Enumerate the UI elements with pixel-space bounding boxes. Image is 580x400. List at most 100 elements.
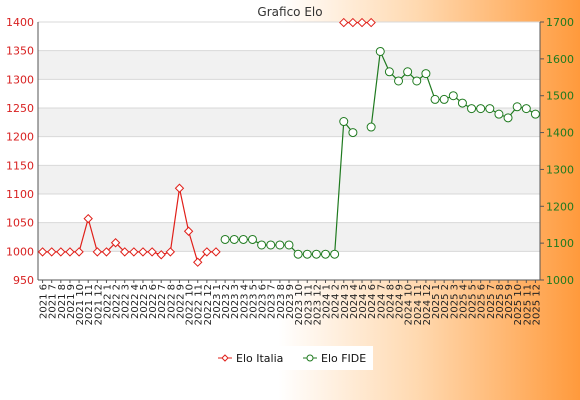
data-point [211,247,221,257]
data-point [37,247,48,257]
data-point [257,240,267,250]
plot-area [38,22,540,280]
data-point [357,17,367,28]
x-tick-label: 2022 3 [121,284,132,319]
data-point [202,247,212,257]
x-tick-label: 2024 10 [404,284,415,325]
data-point [46,247,57,257]
x-tick-label: 2024 12 [422,284,433,325]
x-tick-label: 2025 6 [477,284,488,319]
x-tick-label: 2021 7 [48,284,59,319]
data-point [229,234,239,244]
data-point [394,76,404,86]
right-axis: 1000 1100 1200 1300 1400 1500 1600 1700 [539,16,574,287]
x-tick-label: 2021 8 [57,284,68,319]
data-point [220,234,230,244]
x-tick-label: 2025 7 [486,284,497,319]
data-point [503,113,513,123]
left-axis: 950 1000 1050 1100 1150 1200 1250 1300 1350 1400 [6,16,39,287]
legend: Elo Italia Elo FIDE [210,346,373,370]
data-point [494,109,504,119]
data-point [247,234,257,244]
legend-label: Elo FIDE [321,352,366,365]
data-point [284,240,294,250]
x-tick-label: 2023 11 [303,284,314,325]
data-point [366,17,376,28]
x-tick-label: 2023 1 [212,284,223,319]
x-tick-label: 2024 6 [367,284,378,319]
x-tick-label: 2025 4 [458,284,469,319]
left-tick-label: 1400 [6,16,34,29]
x-tick-label: 2022 9 [175,284,186,319]
x-tick-label: 2023 5 [248,284,259,319]
data-point [101,247,112,257]
data-point [339,117,349,127]
x-tick-label: 2024 9 [395,284,406,319]
x-tick-label: 2023 10 [294,284,305,325]
x-tick-label: 2023 12 [312,284,323,325]
data-point [421,69,431,79]
series-layer [37,17,540,267]
left-tick-label: 1150 [6,159,34,172]
data-point [375,46,385,56]
data-point [293,249,303,259]
data-point [238,234,248,244]
x-tick-label: 2022 7 [157,284,168,319]
data-point [311,249,321,259]
x-tick-label: 2025 5 [468,284,479,319]
data-point [476,104,486,114]
right-tick-label: 1600 [546,53,574,66]
plot-band [38,165,540,194]
data-point [348,17,358,28]
x-tick-label: 2022 8 [166,284,177,319]
x-tick-label: 2025 12 [531,284,542,325]
data-point [65,247,75,257]
data-point [512,102,522,112]
x-tick-label: 2022 10 [185,284,196,325]
left-tick-label: 1350 [6,45,34,58]
plot-band [38,50,540,80]
x-tick-label: 2022 1 [102,284,113,319]
data-point [193,257,203,267]
x-tick-label: 2024 3 [340,284,351,319]
x-tick-label: 2025 1 [431,284,442,319]
data-point [56,247,66,257]
x-tick-label: 2024 11 [413,284,424,325]
legend-label: Elo Italia [236,352,283,365]
data-point [366,122,376,132]
x-tick-label: 2024 8 [385,284,396,319]
data-point [485,104,495,114]
data-point [457,98,467,108]
left-tick-label: 1250 [6,102,34,115]
right-tick-label: 1700 [546,16,574,29]
data-point [384,67,394,77]
left-tick-label: 1300 [6,73,34,86]
plot-band [38,108,540,137]
x-tick-label: 2022 12 [203,284,214,325]
x-tick-label: 2025 8 [495,284,506,319]
data-point [330,249,340,259]
right-tick-label: 1500 [546,90,574,103]
data-point [439,94,449,104]
data-point [530,109,540,119]
x-tick-label: 2024 4 [349,284,360,319]
left-tick-label: 1000 [6,245,34,258]
x-tick-label: 2022 5 [139,284,150,319]
x-tick-label: 2024 1 [322,284,333,319]
data-point [74,247,84,257]
x-tick-label: 2023 8 [276,284,287,319]
x-tick-label: 2023 7 [267,284,278,319]
x-tick-label: 2024 2 [331,284,342,319]
x-tick-label: 2022 6 [148,284,159,319]
right-tick-label: 1000 [546,274,574,287]
data-point [521,104,531,114]
data-point [120,247,130,257]
data-point [403,67,413,77]
data-point [302,249,312,259]
x-tick-label: 2025 9 [504,284,515,319]
x-tick-label: 2021 11 [84,284,95,325]
x-tick-label: 2022 11 [194,284,205,325]
right-tick-label: 1100 [546,237,574,250]
